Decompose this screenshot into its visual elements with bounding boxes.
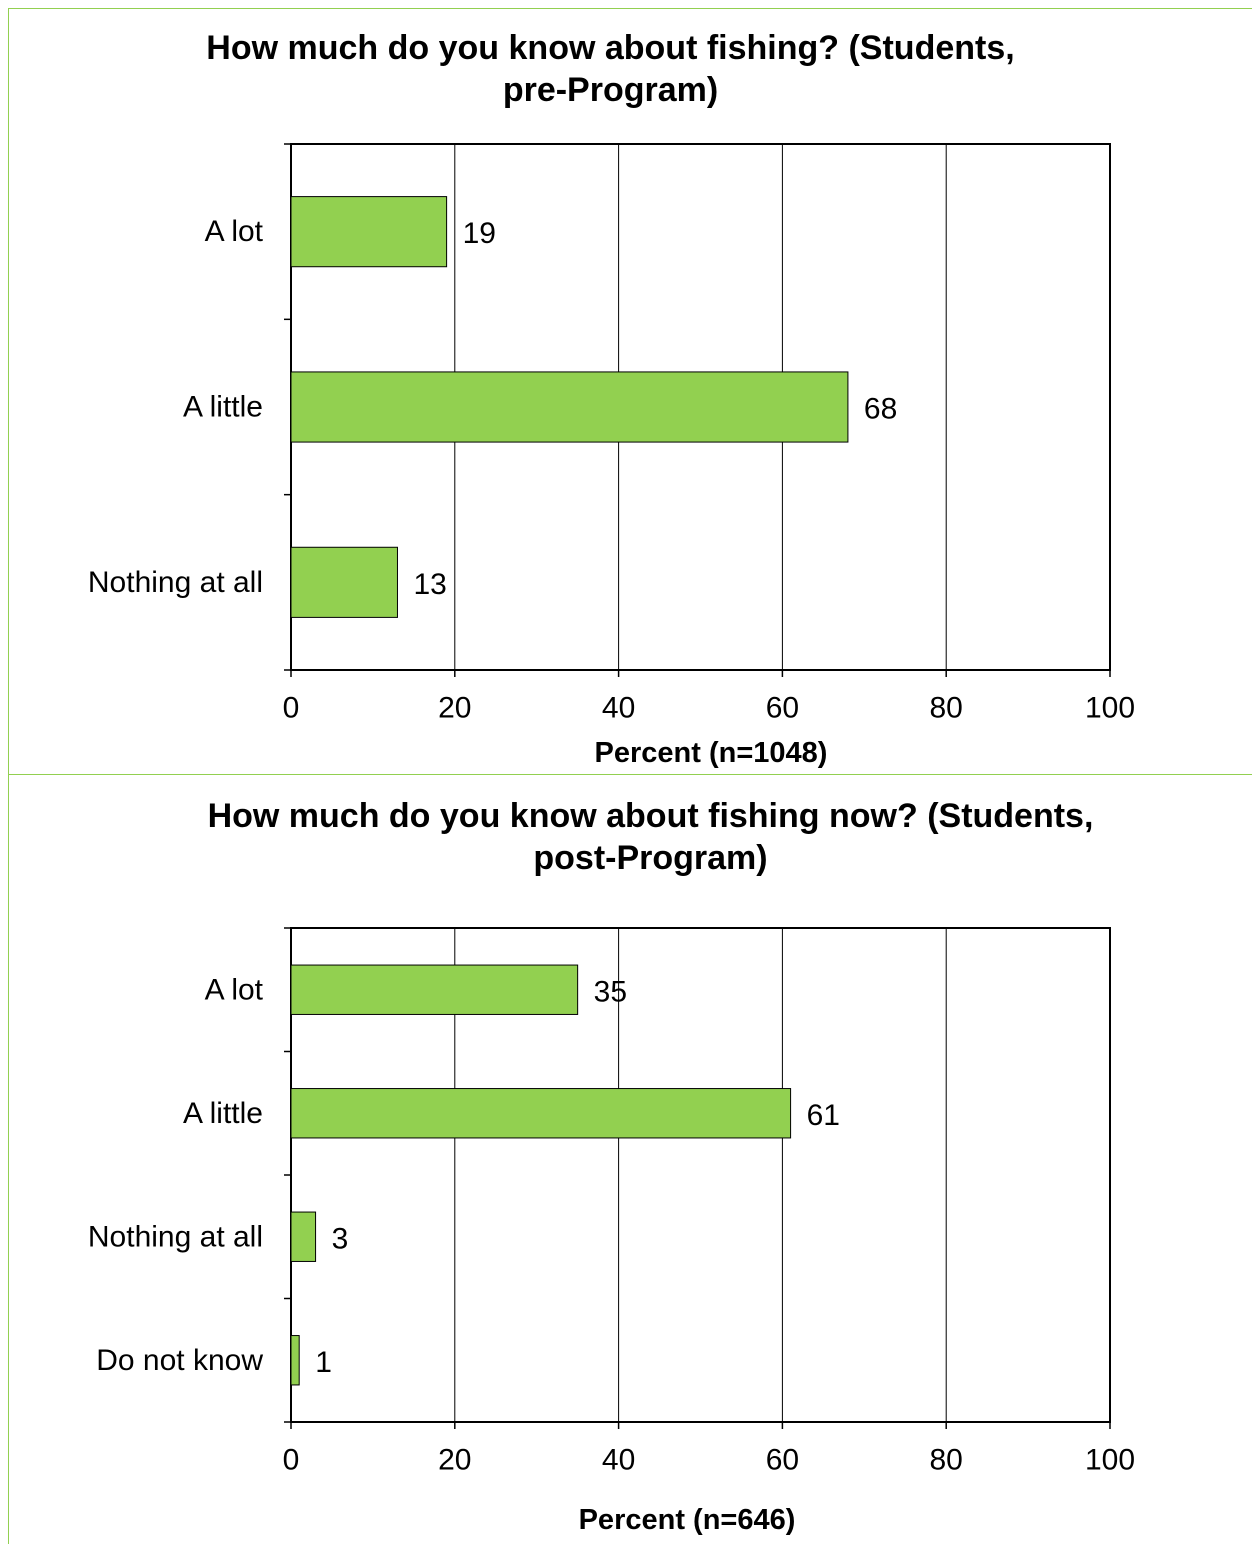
- x-tick-label: 80: [930, 692, 963, 725]
- x-tick-label: 100: [1085, 1444, 1135, 1477]
- data-label: 19: [463, 217, 496, 250]
- category-label: Do not know: [96, 1344, 263, 1377]
- category-label: A little: [183, 391, 263, 424]
- bar-chart-pre-program: A lot 19 A little 68 Nothing at all 13 0 20 40 60…: [88, 143, 1135, 769]
- x-tick-label: 60: [766, 1444, 799, 1477]
- chart-title: How much do you know about fishing? (Stu…: [9, 27, 1252, 111]
- x-axis-title: Percent (n=1048): [595, 737, 828, 769]
- x-tick-label: 60: [766, 692, 799, 725]
- x-tick-label: 40: [602, 1444, 635, 1477]
- bar: [290, 1088, 792, 1139]
- chart-panel-pre-program: How much do you know about fishing? (Stu…: [8, 8, 1252, 774]
- category-label: A lot: [205, 973, 264, 1006]
- category-label: Nothing at all: [88, 566, 263, 599]
- x-axis-title: Percent (n=646): [579, 1504, 796, 1536]
- x-tick-label: 100: [1085, 692, 1135, 725]
- chart-title-line-2: pre-Program): [502, 71, 719, 109]
- chart-panel-post-program: How much do you know about fishing now? …: [8, 774, 1252, 1544]
- bar: [290, 1335, 300, 1386]
- chart-title-line-1: How much do you know about fishing now? …: [207, 797, 1094, 835]
- x-tick-label: 20: [438, 692, 471, 725]
- data-label: 3: [332, 1222, 349, 1255]
- x-tick-label: 0: [283, 692, 300, 725]
- x-tick-label: 40: [602, 692, 635, 725]
- data-label: 1: [315, 1346, 332, 1379]
- category-label: Nothing at all: [88, 1220, 263, 1253]
- data-label: 61: [807, 1099, 840, 1132]
- bar: [290, 546, 398, 618]
- x-tick-label: 0: [283, 1444, 300, 1477]
- category-label: A little: [183, 1097, 263, 1130]
- chart-title-line-2: post-Program): [533, 839, 768, 877]
- x-tick-label: 20: [438, 1444, 471, 1477]
- x-tick-label: 80: [930, 1444, 963, 1477]
- chart-title-line-1: How much do you know about fishing? (Stu…: [206, 29, 1015, 67]
- data-label: 35: [594, 975, 627, 1008]
- data-label: 13: [413, 568, 446, 601]
- category-label: A lot: [205, 215, 264, 248]
- chart-title: How much do you know about fishing now? …: [9, 795, 1252, 879]
- bar: [290, 964, 579, 1015]
- bar: [290, 1211, 317, 1262]
- bar: [290, 371, 849, 443]
- data-label: 68: [864, 393, 897, 426]
- bar: [290, 196, 448, 268]
